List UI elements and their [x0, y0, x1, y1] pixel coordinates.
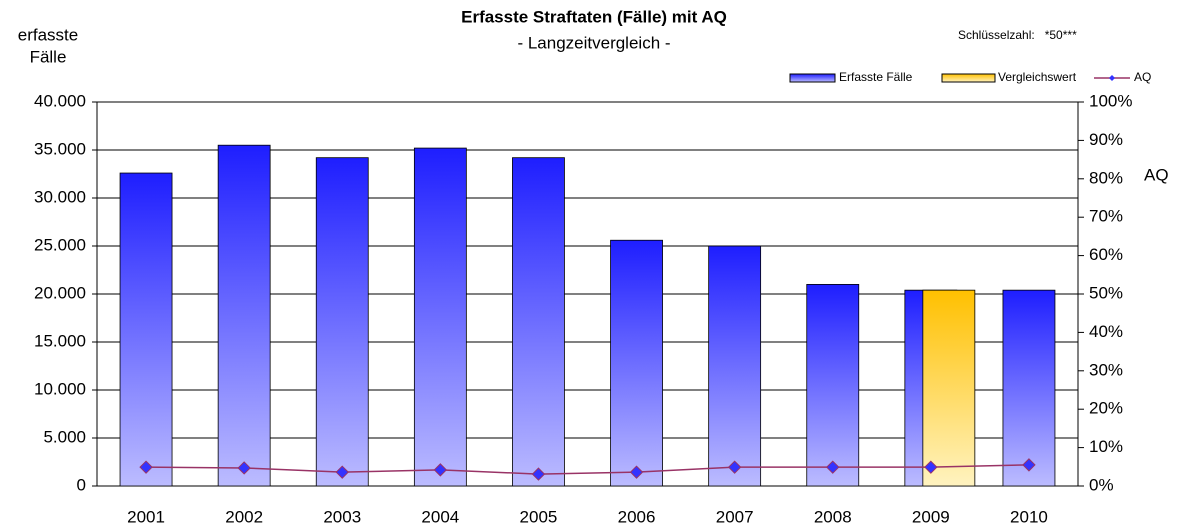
legend-swatch	[789, 73, 836, 83]
x-tick-label: 2006	[618, 507, 656, 526]
x-tick-label: 2008	[814, 507, 852, 526]
y2-tick-label: 70%	[1089, 207, 1123, 226]
legend-swatch	[941, 73, 996, 83]
y2-tick-label: 80%	[1089, 168, 1123, 187]
y-tick-label: 25.000	[34, 235, 86, 254]
y-axis-label: erfasste	[18, 25, 78, 44]
x-tick-label: 2007	[716, 507, 754, 526]
bar	[610, 239, 663, 487]
y-tick-label: 30.000	[34, 187, 86, 206]
bar	[119, 172, 173, 487]
y-tick-label: 20.000	[34, 283, 86, 302]
y-tick-label: 35.000	[34, 139, 86, 158]
x-tick-label: 2010	[1010, 507, 1048, 526]
y-tick-label: 15.000	[34, 331, 86, 350]
bar	[922, 289, 976, 487]
y2-axis-label: AQ	[1144, 165, 1169, 184]
y2-tick-label: 90%	[1089, 130, 1123, 149]
marker	[924, 460, 938, 474]
marker	[629, 465, 644, 479]
marker	[237, 461, 251, 475]
y2-tick-label: 30%	[1089, 360, 1123, 379]
bar	[708, 245, 762, 487]
chart-title: Erfasste Straftaten (Fälle) mit AQ	[461, 7, 727, 26]
bar	[217, 144, 271, 487]
x-tick-label: 2003	[323, 507, 361, 526]
legend-label: Erfasste Fälle	[839, 70, 913, 84]
marker	[1022, 458, 1036, 472]
y2-tick-label: 60%	[1089, 245, 1123, 264]
marker	[335, 465, 349, 479]
legend-label: AQ	[1134, 70, 1151, 84]
marker	[139, 460, 153, 474]
legend-label: Vergleichswert	[998, 70, 1077, 84]
bar	[1002, 289, 1056, 487]
y-tick-label: 5.000	[43, 427, 86, 446]
y2-tick-label: 50%	[1089, 283, 1123, 302]
marker	[727, 460, 742, 474]
marker	[826, 460, 840, 474]
y2-tick-label: 0%	[1089, 475, 1114, 494]
chart-subtitle: - Langzeitvergleich -	[517, 33, 670, 52]
legend-marker	[1109, 75, 1115, 81]
y2-tick-label: 20%	[1089, 399, 1123, 418]
y-tick-label: 0	[77, 475, 86, 494]
marker	[433, 463, 448, 477]
x-tick-label: 2005	[520, 507, 558, 526]
y2-tick-label: 100%	[1089, 91, 1132, 110]
y2-tick-label: 40%	[1089, 322, 1123, 341]
line	[146, 464, 1029, 475]
bar	[413, 147, 467, 487]
bar	[315, 157, 369, 487]
x-tick-label: 2009	[912, 507, 950, 526]
x-tick-label: 2002	[225, 507, 263, 526]
y-axis-label: Fälle	[30, 47, 67, 66]
marker	[531, 467, 546, 481]
y-tick-label: 40.000	[34, 91, 86, 110]
x-tick-label: 2004	[421, 507, 459, 526]
y2-tick-label: 10%	[1089, 437, 1123, 456]
bar	[806, 283, 860, 487]
y-tick-label: 10.000	[34, 379, 86, 398]
annotation: Schlüsselzahl: *50***	[958, 28, 1077, 42]
x-tick-label: 2001	[127, 507, 165, 526]
bar	[512, 157, 565, 487]
